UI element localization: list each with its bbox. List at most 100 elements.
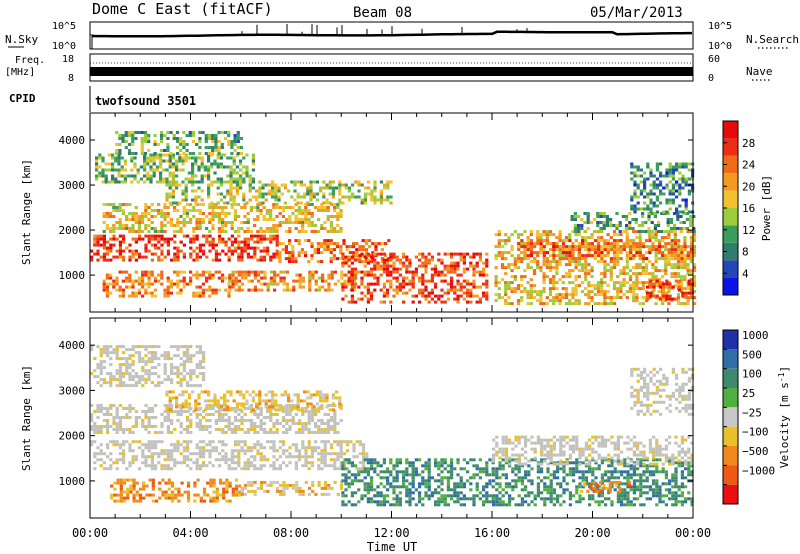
data-cell: [684, 201, 688, 205]
data-cell: [622, 242, 626, 246]
data-cell: [187, 405, 191, 409]
data-cell: [219, 198, 223, 202]
data-cell: [253, 425, 257, 428]
data-cell: [564, 272, 569, 276]
data-cell: [192, 369, 196, 373]
data-cell: [678, 210, 682, 214]
data-cell: [288, 260, 292, 264]
data-cell: [552, 296, 556, 300]
data-cell: [269, 227, 273, 230]
data-cell: [163, 366, 167, 370]
data-cell: [676, 257, 681, 261]
data-cell: [664, 263, 668, 267]
data-cell: [217, 227, 221, 230]
data-cell: [358, 461, 362, 465]
data-cell: [207, 159, 211, 163]
data-cell: [361, 245, 365, 249]
data-cell: [195, 258, 199, 262]
data-cell: [545, 266, 549, 270]
data-cell: [298, 458, 302, 462]
data-cell: [109, 458, 113, 462]
data-cell: [646, 165, 650, 169]
data-cell: [272, 425, 276, 428]
data-cell: [227, 255, 231, 259]
data-cell: [558, 239, 562, 243]
data-cell: [109, 203, 113, 206]
data-cell: [155, 153, 159, 157]
data-cell: [181, 180, 185, 184]
data-cell: [240, 422, 244, 425]
data-cell: [251, 159, 255, 163]
data-cell: [122, 381, 126, 385]
data-cell: [237, 419, 241, 422]
data-cell: [146, 171, 150, 175]
data-cell: [147, 449, 151, 453]
data-cell: [147, 446, 151, 450]
data-cell: [144, 428, 148, 431]
data-cell: [96, 425, 100, 428]
data-cell: [243, 203, 247, 206]
data-cell: [262, 237, 266, 241]
data-cell: [155, 165, 159, 169]
data-cell: [90, 372, 94, 376]
data-cell: [310, 221, 314, 224]
data-cell: [654, 260, 658, 264]
data-cell: [357, 189, 361, 193]
data-cell: [189, 221, 193, 224]
data-cell: [202, 378, 206, 382]
data-cell: [379, 180, 383, 184]
data-cell: [170, 458, 174, 462]
data-cell: [179, 221, 183, 224]
data-cell: [668, 198, 672, 202]
data-cell: [150, 467, 154, 471]
data-cell: [169, 285, 173, 289]
data-cell: [382, 264, 386, 268]
data-cell: [652, 180, 656, 184]
data-cell: [653, 227, 657, 230]
data-cell: [144, 246, 148, 250]
data-cell: [117, 156, 121, 160]
data-cell: [145, 484, 149, 488]
data-cell: [641, 287, 645, 291]
data-cell: [504, 257, 508, 261]
data-cell: [211, 404, 215, 407]
data-cell: [660, 245, 665, 249]
data-cell: [296, 408, 300, 412]
data-cell: [587, 254, 591, 258]
data-cell: [140, 131, 144, 134]
data-cell: [117, 159, 121, 163]
data-cell: [337, 279, 341, 283]
data-cell: [176, 224, 180, 227]
data-cell: [143, 134, 148, 137]
data-cell: [673, 284, 677, 288]
data-cell: [336, 224, 340, 227]
data-cell: [643, 189, 647, 193]
data-cell: [182, 131, 186, 134]
data-cell: [558, 296, 562, 300]
data-cell: [609, 275, 613, 279]
data-cell: [262, 249, 266, 253]
data-cell: [138, 234, 142, 238]
data-cell: [135, 481, 139, 485]
data-cell: [453, 288, 457, 292]
data-cell: [285, 270, 289, 274]
data-cell: [207, 168, 211, 172]
data-cell: [532, 296, 537, 300]
data-cell: [421, 288, 425, 292]
data-cell: [155, 180, 159, 184]
data-cell: [169, 218, 173, 221]
data-cell: [182, 143, 186, 146]
data-cell: [246, 243, 250, 247]
data-cell: [297, 209, 301, 212]
data-cell: [386, 186, 390, 190]
data-cell: [191, 189, 195, 193]
data-cell: [635, 236, 639, 240]
data-cell: [643, 207, 647, 211]
data-cell: [198, 446, 202, 450]
data-cell: [152, 168, 156, 172]
data-cell: [224, 215, 228, 218]
data-cell: [230, 467, 234, 471]
data-cell: [602, 227, 606, 230]
data-cell: [466, 291, 470, 295]
data-cell: [649, 171, 653, 175]
